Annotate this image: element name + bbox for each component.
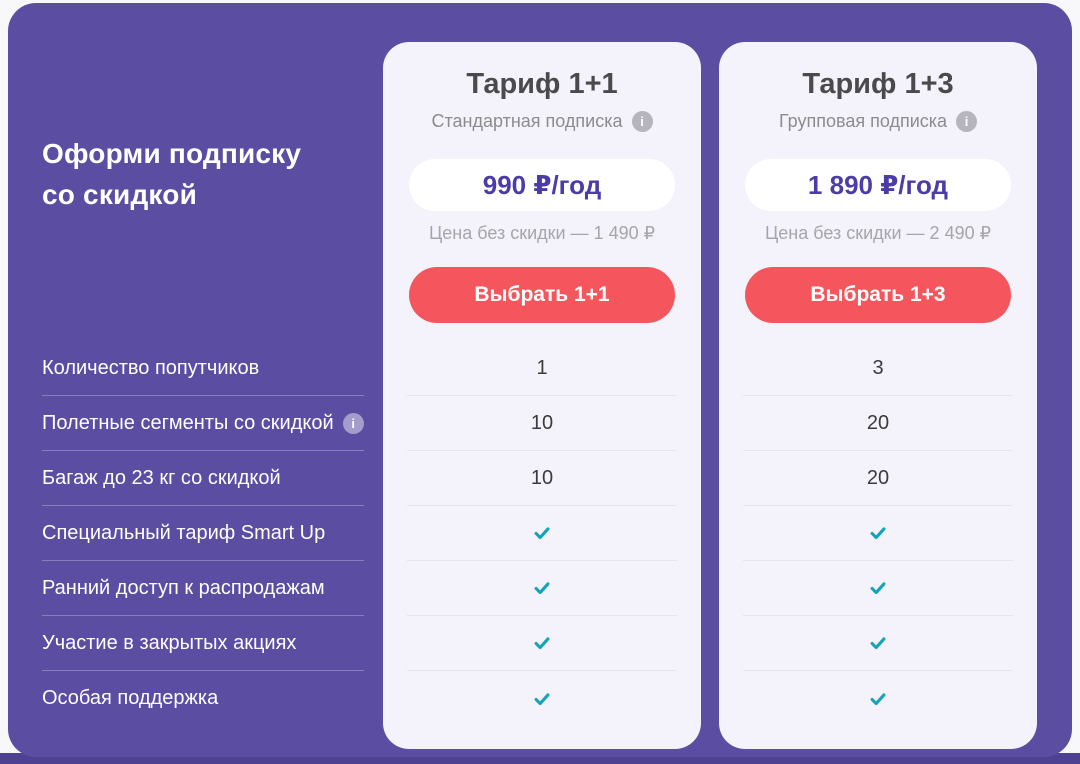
select-plan-1-1-button[interactable]: Выбрать 1+1 — [409, 267, 675, 323]
next-section-edge — [0, 753, 1080, 764]
plan-title: Тариф 1+3 — [802, 68, 954, 100]
value-text: 10 — [530, 411, 554, 434]
feature-row-baggage: Багаж до 23 кг со скидкой — [42, 451, 364, 506]
plan-subtitle-row: Групповая подписка i — [719, 111, 1037, 132]
value-closed-promos — [743, 616, 1013, 671]
feature-label: Участие в закрытых акциях — [42, 631, 297, 654]
value-special-support — [743, 671, 1013, 726]
plan-values: 1 10 10 — [407, 341, 677, 726]
value-text: 10 — [530, 466, 554, 489]
feature-list: Количество попутчиков Полетные сегменты … — [42, 341, 364, 726]
feature-label: Ранний доступ к распродажам — [42, 576, 325, 599]
check-icon — [534, 692, 550, 705]
feature-row-closed-promos: Участие в закрытых акциях — [42, 616, 364, 671]
feature-label: Багаж до 23 кг со скидкой — [42, 466, 281, 489]
value-early-access — [743, 561, 1013, 616]
check-icon — [870, 527, 886, 540]
plan-card-1-1: Тариф 1+1 Стандартная подписка i 990 ₽/г… — [383, 42, 701, 749]
plan-values: 3 20 20 — [743, 341, 1013, 726]
value-early-access — [407, 561, 677, 616]
value-text: 20 — [866, 466, 890, 489]
plan-card-1-3: Тариф 1+3 Групповая подписка i 1 890 ₽/г… — [719, 42, 1037, 749]
value-passengers: 1 — [407, 341, 677, 396]
check-icon — [870, 692, 886, 705]
feature-label: Полетные сегменты со скидкой — [42, 411, 334, 434]
check-icon — [870, 582, 886, 595]
price-value: 1 890 ₽/год — [807, 169, 949, 200]
check-icon — [870, 637, 886, 650]
value-special-support — [407, 671, 677, 726]
info-icon[interactable]: i — [631, 111, 653, 132]
price-pill: 990 ₽/год — [409, 159, 675, 211]
plan-subtitle-row: Стандартная подписка i — [383, 111, 701, 132]
value-smart-up — [743, 506, 1013, 561]
feature-row-smart-up: Специальный тариф Smart Up — [42, 506, 364, 561]
value-closed-promos — [407, 616, 677, 671]
feature-row-flight-segments: Полетные сегменты со скидкой i — [42, 396, 364, 451]
price-pill: 1 890 ₽/год — [745, 159, 1011, 211]
plan-subtitle: Стандартная подписка — [431, 111, 623, 131]
feature-label: Особая поддержка — [42, 687, 219, 709]
plan-subtitle: Групповая подписка — [778, 111, 948, 131]
value-smart-up — [407, 506, 677, 561]
value-flight-segments: 20 — [743, 396, 1013, 451]
section-heading: Оформи подписку со скидкой — [42, 134, 301, 215]
plan-title: Тариф 1+1 — [466, 68, 618, 100]
value-text: 3 — [872, 356, 884, 379]
feature-row-passengers: Количество попутчиков — [42, 341, 364, 396]
feature-label: Специальный тариф Smart Up — [42, 521, 326, 544]
value-passengers: 3 — [743, 341, 1013, 396]
value-baggage: 10 — [407, 451, 677, 506]
select-plan-1-3-button[interactable]: Выбрать 1+3 — [745, 267, 1011, 323]
value-text: 20 — [866, 411, 890, 434]
check-icon — [534, 527, 550, 540]
heading-line-1: Оформи подписку — [42, 138, 302, 169]
heading-line-2: со скидкой — [42, 178, 197, 210]
feature-row-early-access: Ранний доступ к распродажам — [42, 561, 364, 616]
value-baggage: 20 — [743, 451, 1013, 506]
value-flight-segments: 10 — [407, 396, 677, 451]
check-icon — [534, 637, 550, 650]
check-icon — [534, 582, 550, 595]
feature-row-special-support: Особая поддержка — [42, 671, 364, 726]
price-value: 990 ₽/год — [482, 169, 602, 200]
info-icon[interactable]: i — [342, 412, 364, 434]
feature-label: Количество попутчиков — [42, 356, 260, 379]
old-price-note: Цена без скидки — 2 490 ₽ — [764, 223, 992, 243]
subscription-pricing-panel: Оформи подписку со скидкой Количество поп… — [8, 3, 1072, 757]
info-icon[interactable]: i — [956, 111, 978, 132]
value-text: 1 — [536, 356, 548, 379]
old-price-note: Цена без скидки — 1 490 ₽ — [428, 223, 656, 243]
